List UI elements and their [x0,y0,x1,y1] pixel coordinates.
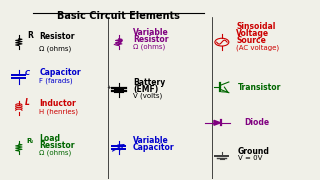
Text: Resistor: Resistor [39,141,75,150]
Text: F (farads): F (farads) [39,77,73,84]
Text: Basic Circuit Elements: Basic Circuit Elements [57,11,180,21]
Text: Capacitor: Capacitor [133,143,175,152]
Text: V (volts): V (volts) [133,93,162,100]
Text: (AC voltage): (AC voltage) [236,44,279,51]
Text: Resistor: Resistor [133,35,169,44]
Text: +: + [107,85,112,90]
Text: Voltage: Voltage [236,29,269,38]
Text: Rₗ: Rₗ [27,138,34,143]
Polygon shape [214,120,220,125]
Text: Inductor: Inductor [39,99,76,108]
Text: Source: Source [236,36,266,45]
Text: Battery: Battery [133,78,165,87]
Text: Diode: Diode [244,118,269,127]
Text: Ω (ohms): Ω (ohms) [39,150,72,156]
Text: R: R [27,31,33,40]
Text: L: L [25,98,30,107]
Text: (EMF): (EMF) [133,85,158,94]
Text: Variable: Variable [133,28,169,37]
Text: Ω (ohms): Ω (ohms) [39,46,72,53]
Text: V = 0V: V = 0V [238,155,262,161]
Text: Ω (ohms): Ω (ohms) [133,43,165,50]
Text: Capacitor: Capacitor [39,68,81,77]
Text: Load: Load [39,134,60,143]
Text: H (henries): H (henries) [39,109,78,115]
Text: Resistor: Resistor [39,32,75,41]
Text: Sinsoidal: Sinsoidal [236,22,276,31]
Text: Variable: Variable [133,136,169,145]
Text: C: C [25,70,30,76]
Text: Transistor: Transistor [238,83,281,92]
Text: Ground: Ground [238,147,269,156]
